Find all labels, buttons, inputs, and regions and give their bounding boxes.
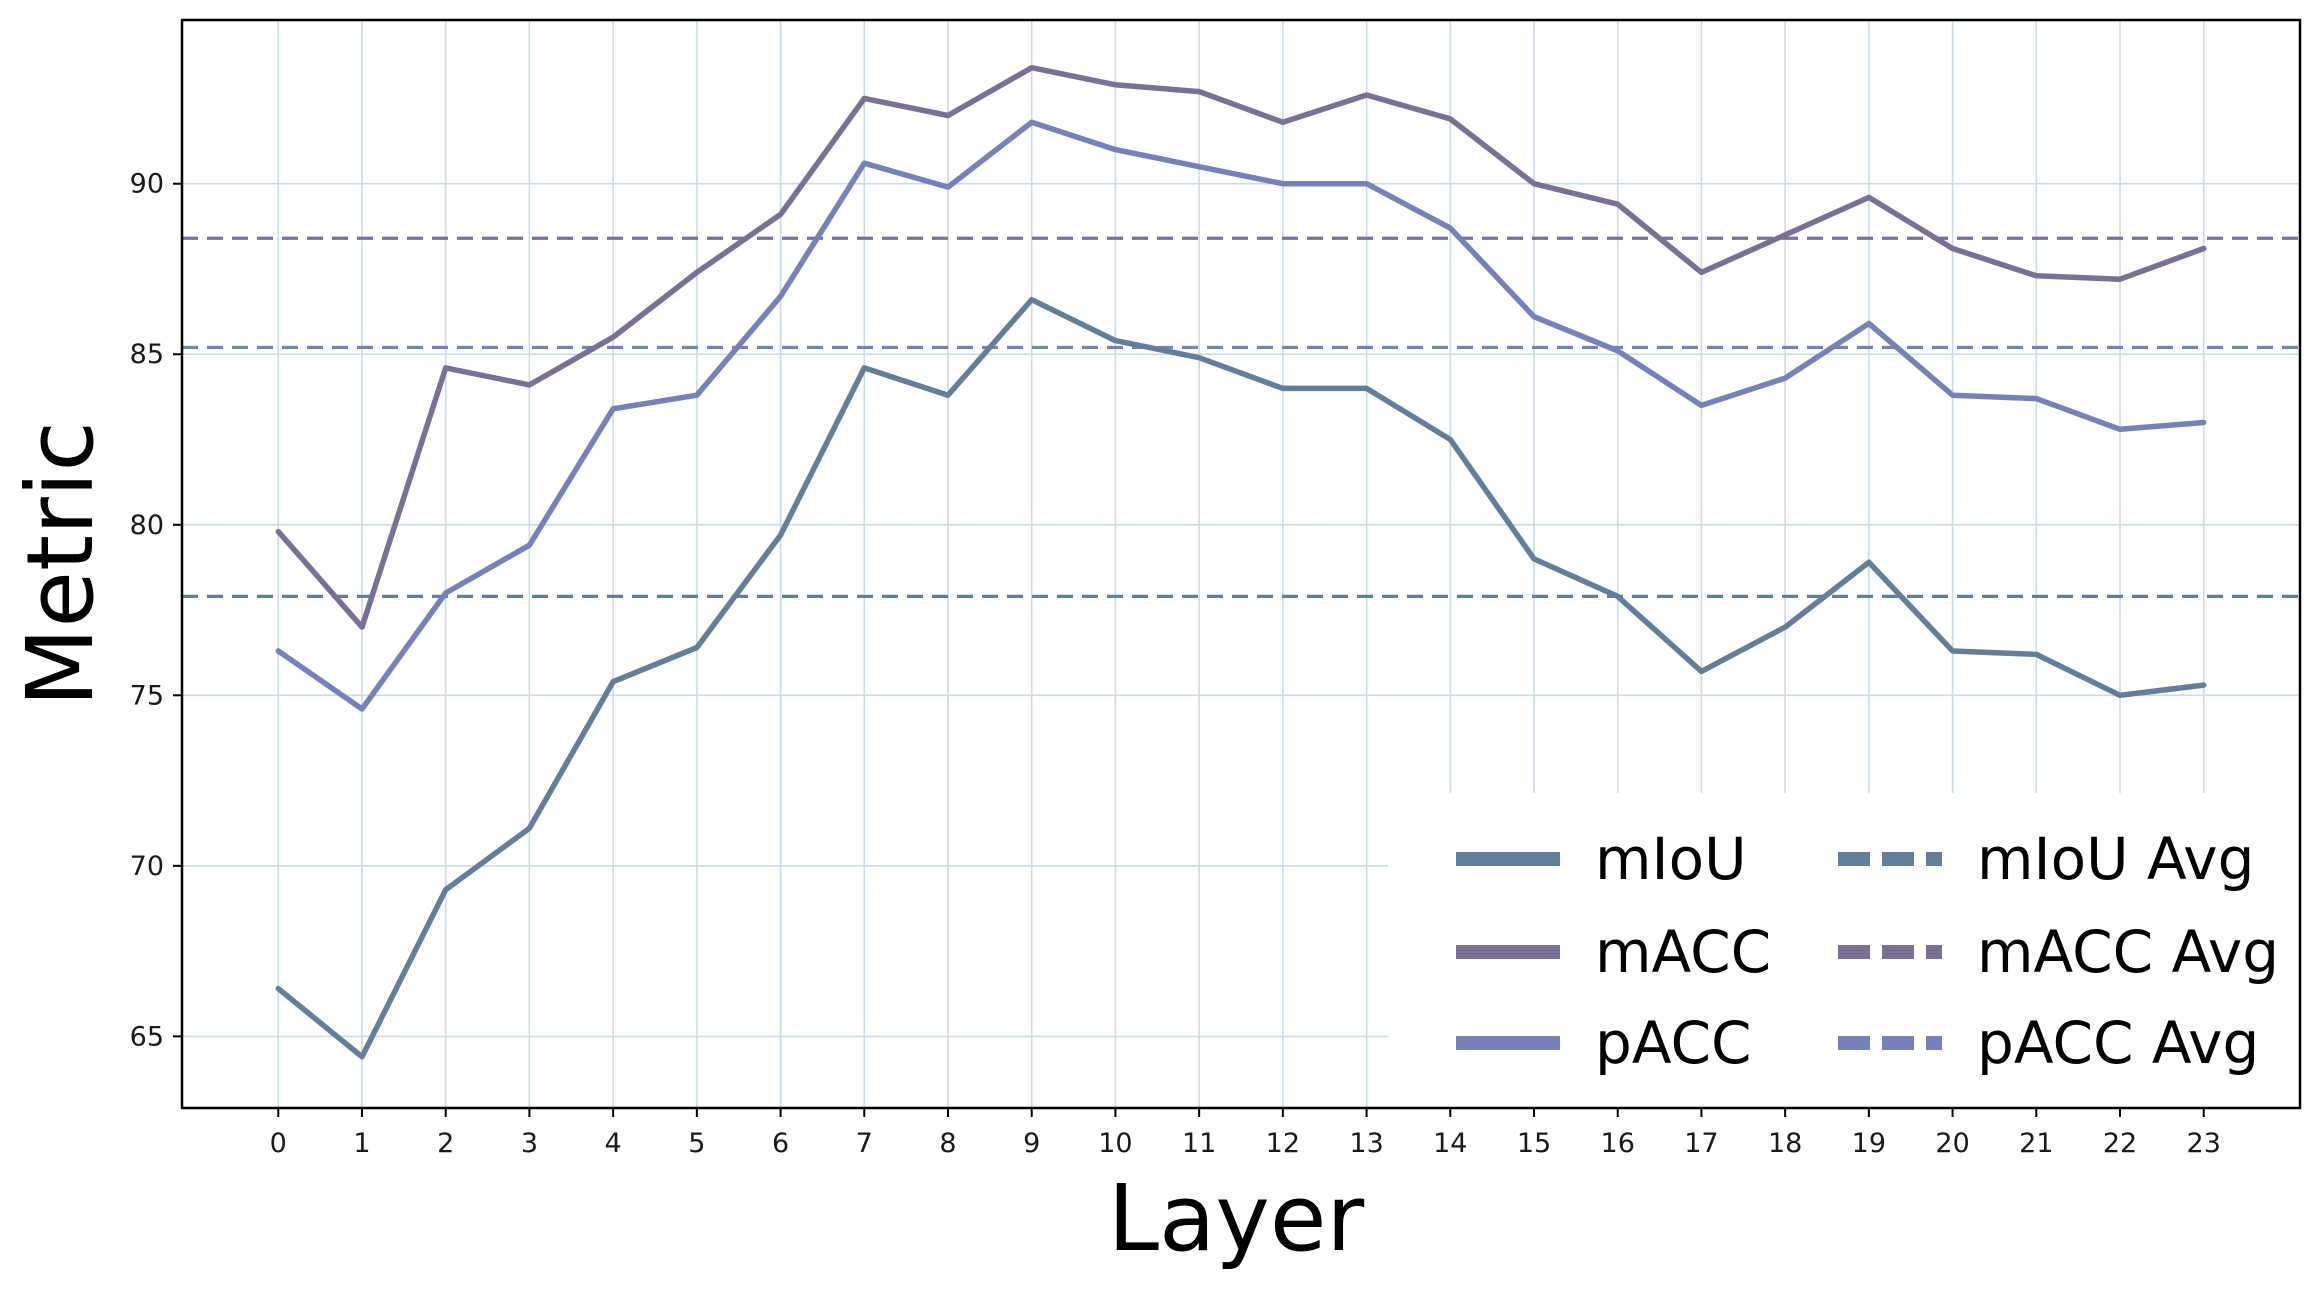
y-tick-label: 90	[130, 169, 164, 200]
x-tick-label: 7	[856, 1128, 873, 1159]
x-tick-label: 16	[1601, 1128, 1635, 1159]
average-lines	[182, 236, 2300, 599]
y-axis-title: Metric	[7, 421, 114, 707]
x-tick-label: 18	[1768, 1128, 1802, 1159]
legend-label: mACC Avg	[1977, 918, 2279, 986]
x-tick-label: 13	[1349, 1128, 1383, 1159]
legend-label: pACC	[1595, 1009, 1751, 1077]
y-tick-label: 75	[130, 680, 164, 711]
x-tick-label: 23	[2187, 1128, 2221, 1159]
x-tick-label: 3	[521, 1128, 538, 1159]
legend-label: mIoU	[1595, 825, 1747, 893]
x-tick-label: 15	[1517, 1128, 1551, 1159]
legend-label: mACC	[1595, 918, 1771, 986]
x-axis-ticks: 0 1 2 3 4 5 6 7 8 9 10 11 12 13 14 15 16 17 18 19 20 21 22 23	[270, 1108, 2221, 1159]
series-line	[275, 64, 2207, 630]
legend-label: mIoU Avg	[1977, 825, 2254, 893]
x-tick-label: 8	[939, 1128, 956, 1159]
series-line	[275, 119, 2207, 712]
x-tick-label: 6	[772, 1128, 789, 1159]
x-tick-label: 2	[437, 1128, 454, 1159]
x-tick-label: 17	[1684, 1128, 1718, 1159]
x-tick-label: 12	[1266, 1128, 1300, 1159]
x-tick-label: 20	[1935, 1128, 1969, 1159]
legend: mIoU mACC pACC mIoU Avg mACC Avg pACC Avg	[1388, 793, 2300, 1108]
x-tick-label: 11	[1182, 1128, 1216, 1159]
x-tick-label: 22	[2103, 1128, 2137, 1159]
x-tick-label: 5	[688, 1128, 705, 1159]
x-tick-label: 4	[605, 1128, 622, 1159]
y-tick-label: 65	[130, 1021, 164, 1052]
y-tick-label: 85	[130, 339, 164, 370]
y-axis-ticks: 65 70 75 80 85 90	[130, 169, 182, 1052]
plot-frame	[180, 18, 2302, 1110]
legend-label: pACC Avg	[1977, 1009, 2259, 1077]
x-tick-label: 14	[1433, 1128, 1467, 1159]
x-tick-label: 9	[1023, 1128, 1040, 1159]
x-tick-label: 10	[1098, 1128, 1132, 1159]
x-tick-label: 19	[1852, 1128, 1886, 1159]
series-lines	[275, 64, 2207, 1060]
x-axis-title: Layer	[1108, 1165, 1365, 1272]
y-tick-label: 80	[130, 510, 164, 541]
x-tick-label: 21	[2019, 1128, 2053, 1159]
x-tick-label: 0	[270, 1128, 287, 1159]
series-line	[275, 296, 2207, 1060]
x-tick-label: 1	[353, 1128, 370, 1159]
y-tick-label: 70	[130, 851, 164, 882]
